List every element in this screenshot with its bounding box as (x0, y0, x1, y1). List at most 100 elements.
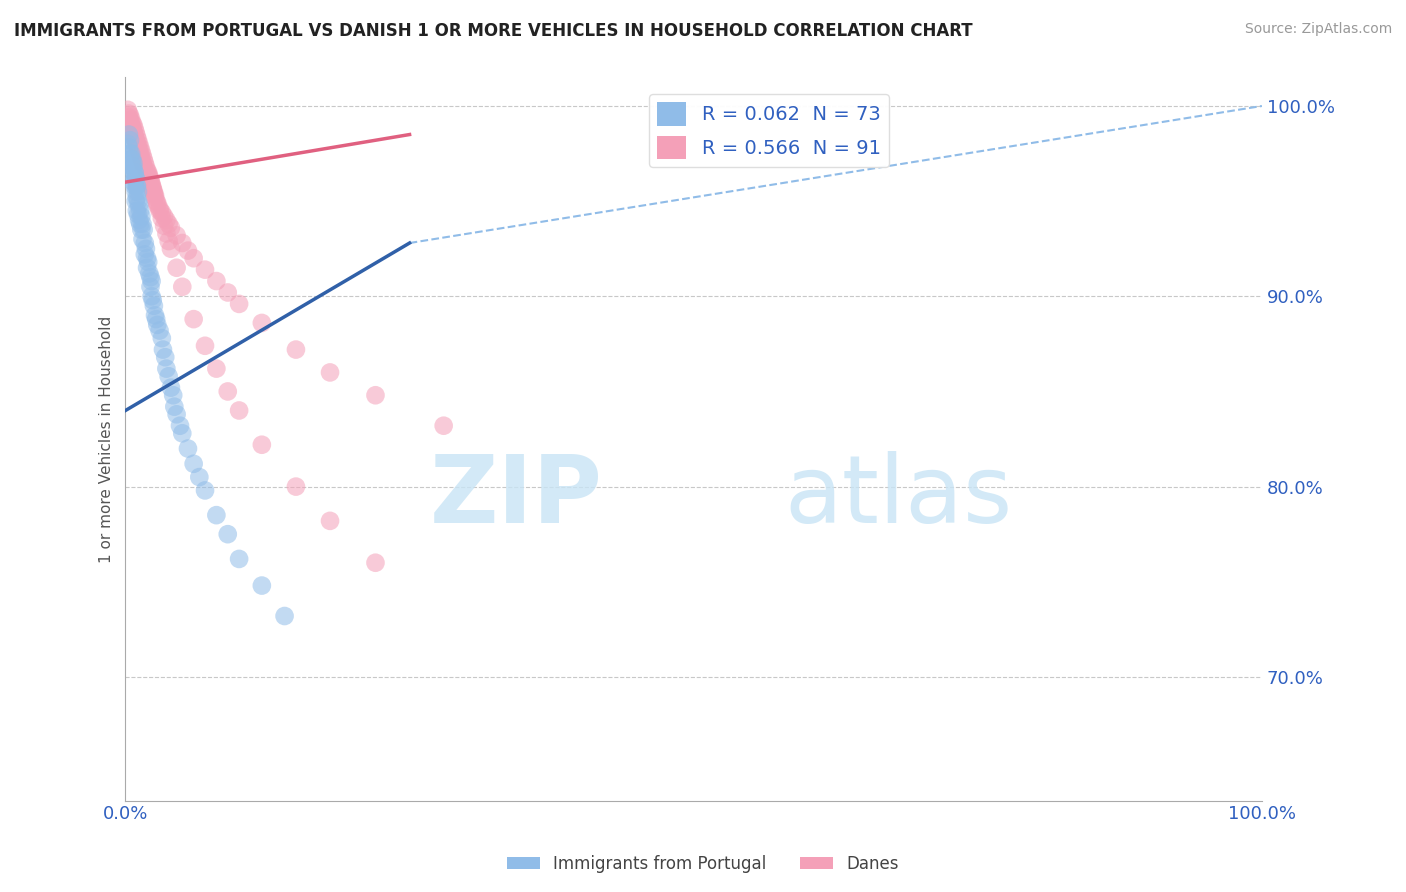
Point (128, 198, 150, 212)
Point (152, 343, 174, 357)
Point (150, 331, 173, 345)
Point (139, 280, 162, 294)
Point (136, 260, 159, 275)
Point (166, 260, 188, 275)
Point (135, 160, 157, 174)
Point (364, 388, 387, 402)
Point (125, 126, 148, 140)
Point (127, 133, 149, 147)
Point (142, 183, 165, 197)
Text: IMMIGRANTS FROM PORTUGAL VS DANISH 1 OR MORE VEHICLES IN HOUSEHOLD CORRELATION C: IMMIGRANTS FROM PORTUGAL VS DANISH 1 OR … (14, 22, 973, 40)
Point (155, 361, 177, 376)
Point (172, 235, 194, 250)
Point (217, 285, 239, 300)
Point (139, 173, 162, 187)
Point (131, 148, 153, 162)
Point (142, 299, 165, 313)
Point (364, 556, 387, 570)
Point (129, 141, 152, 155)
Point (148, 203, 170, 218)
Point (134, 235, 156, 250)
Point (127, 141, 149, 155)
Point (139, 175, 162, 189)
Point (125, 136, 148, 151)
Point (125, 133, 148, 147)
Point (194, 262, 217, 277)
Point (183, 252, 205, 266)
Point (121, 165, 143, 179)
Point (131, 153, 153, 167)
Point (118, 133, 141, 147)
Point (194, 339, 217, 353)
Point (124, 165, 146, 179)
Text: atlas: atlas (785, 450, 1012, 543)
Point (157, 369, 180, 384)
Point (143, 190, 166, 204)
Point (125, 129, 148, 144)
Point (131, 217, 153, 231)
Point (138, 169, 160, 184)
Point (117, 103, 139, 117)
Point (166, 228, 188, 243)
Point (124, 178, 146, 193)
Point (136, 252, 159, 266)
Point (131, 156, 153, 170)
Point (319, 514, 342, 528)
Point (118, 128, 141, 142)
Point (125, 185, 148, 199)
Point (250, 438, 273, 452)
Point (120, 112, 142, 127)
Point (319, 366, 342, 380)
Point (141, 289, 163, 303)
Point (153, 219, 176, 233)
Point (122, 156, 145, 170)
Point (136, 255, 159, 269)
Legend: Immigrants from Portugal, Danes: Immigrants from Portugal, Danes (501, 848, 905, 880)
Point (120, 118, 142, 132)
Point (129, 203, 152, 218)
Point (124, 121, 146, 136)
Point (250, 578, 273, 592)
Point (250, 316, 273, 330)
Point (125, 194, 148, 208)
Point (150, 205, 173, 219)
Point (125, 133, 148, 147)
Point (228, 403, 250, 417)
Point (121, 121, 143, 136)
Point (127, 141, 149, 155)
Point (122, 118, 145, 132)
Point (148, 324, 170, 338)
Point (188, 470, 211, 484)
Point (136, 168, 159, 182)
Point (141, 274, 163, 288)
Point (148, 202, 170, 216)
Point (125, 171, 148, 186)
Point (146, 198, 169, 212)
Point (125, 178, 148, 193)
Text: ZIP: ZIP (430, 450, 603, 543)
Point (194, 483, 217, 498)
Point (132, 222, 155, 236)
Point (128, 145, 150, 159)
Point (128, 136, 150, 151)
Point (121, 121, 143, 136)
Point (143, 188, 166, 202)
Point (125, 136, 148, 151)
Point (177, 442, 200, 456)
Point (118, 146, 141, 161)
Point (122, 175, 145, 189)
Point (118, 141, 141, 155)
Legend: R = 0.062  N = 73, R = 0.566  N = 91: R = 0.062 N = 73, R = 0.566 N = 91 (650, 95, 889, 167)
Point (160, 220, 183, 235)
Point (163, 400, 186, 414)
Point (131, 145, 153, 159)
Point (160, 381, 183, 395)
Point (228, 297, 250, 311)
Point (120, 153, 142, 167)
Point (141, 178, 163, 193)
Point (433, 418, 456, 433)
Point (157, 234, 180, 248)
Point (141, 177, 163, 191)
Point (132, 153, 155, 167)
Point (136, 165, 159, 179)
